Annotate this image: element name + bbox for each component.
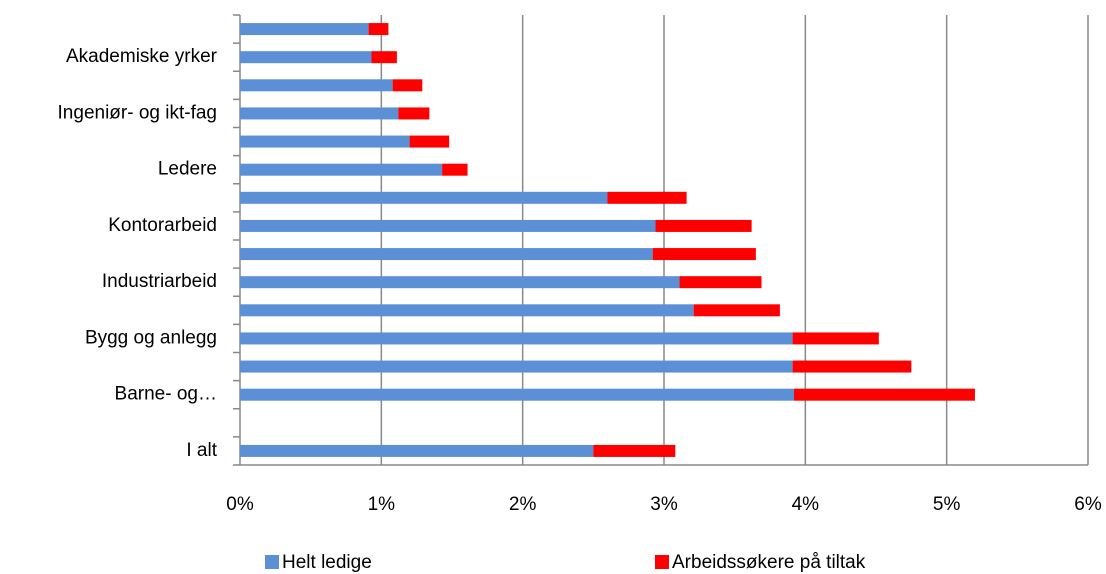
y-tick-label: Industriarbeid bbox=[102, 271, 217, 292]
x-tick-label: 4% bbox=[792, 494, 820, 515]
bar-segment bbox=[240, 388, 795, 401]
bar-segment bbox=[679, 276, 762, 289]
legend-label: Arbeidssøkere på tiltak bbox=[672, 552, 866, 573]
bar-segment bbox=[240, 51, 372, 64]
bar-segment bbox=[240, 444, 594, 457]
bar-segment bbox=[240, 163, 443, 176]
bar-segment bbox=[792, 360, 912, 373]
bar-segment bbox=[240, 107, 399, 120]
x-tick-label: 6% bbox=[1074, 494, 1102, 515]
bar-segment bbox=[240, 248, 653, 261]
bar-segment bbox=[794, 388, 975, 401]
y-tick-label: Ingeniør- og ikt-fag bbox=[58, 102, 217, 123]
bar-segment bbox=[593, 444, 676, 457]
bar-segment bbox=[240, 219, 656, 232]
legend-swatch bbox=[655, 555, 669, 569]
bar-segment bbox=[442, 163, 468, 176]
bar-segment bbox=[655, 219, 752, 232]
bar-segment bbox=[240, 304, 694, 317]
x-tick-label: 2% bbox=[509, 494, 537, 515]
y-tick-label: Barne- og… bbox=[115, 384, 217, 405]
bar-segment bbox=[607, 191, 687, 204]
bar-segment bbox=[240, 276, 680, 289]
y-tick-label: I alt bbox=[186, 440, 217, 461]
y-tick-label: Kontorarbeid bbox=[108, 215, 217, 236]
bar-segment bbox=[240, 23, 369, 36]
y-tick-label: Akademiske yrker bbox=[66, 46, 218, 67]
x-tick-label: 3% bbox=[650, 494, 678, 515]
bar-segment bbox=[240, 191, 608, 204]
x-tick-label: 0% bbox=[226, 494, 254, 515]
bar-segment bbox=[240, 135, 410, 148]
bar-segment bbox=[240, 332, 793, 345]
bar-segment bbox=[398, 107, 430, 120]
bar-segment bbox=[792, 332, 879, 345]
bar-segment bbox=[693, 304, 780, 317]
y-tick-label: Ledere bbox=[158, 159, 217, 180]
y-tick-label: Bygg og anlegg bbox=[85, 327, 217, 348]
bar-segment bbox=[409, 135, 450, 148]
bar-segment bbox=[652, 248, 756, 261]
bar-segment bbox=[392, 79, 423, 92]
bar-segment bbox=[240, 360, 793, 373]
x-tick-label: 5% bbox=[933, 494, 961, 515]
legend-swatch bbox=[265, 555, 279, 569]
bar-segment bbox=[368, 23, 389, 36]
bar-segment bbox=[371, 51, 397, 64]
bar-segment bbox=[240, 79, 393, 92]
legend-label: Helt ledige bbox=[282, 552, 372, 573]
x-tick-label: 1% bbox=[368, 494, 396, 515]
